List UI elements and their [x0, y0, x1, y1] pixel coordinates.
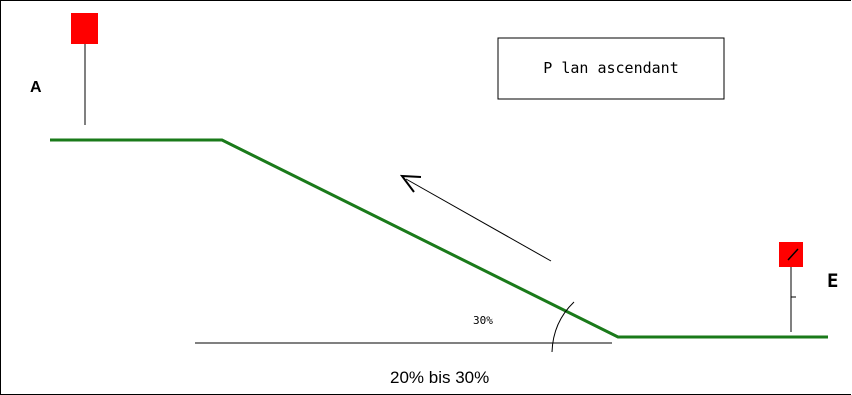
- label-point-a: A: [30, 79, 42, 96]
- angle-arc: [551, 301, 575, 353]
- diagram-title: P lan ascendant: [543, 59, 678, 77]
- flag-e-marker: [779, 242, 803, 267]
- angle-label: 30%: [473, 314, 493, 327]
- flag-e-slash: [787, 248, 799, 261]
- title-box: [497, 37, 725, 100]
- terrain-profile: [50, 138, 828, 339]
- ascent-arrow-head: [399, 174, 422, 193]
- label-point-e: E: [827, 270, 838, 292]
- flag-a-marker: [71, 13, 98, 44]
- range-label: 20% bis 30%: [390, 368, 489, 387]
- ascent-arrow-shaft: [405, 178, 552, 262]
